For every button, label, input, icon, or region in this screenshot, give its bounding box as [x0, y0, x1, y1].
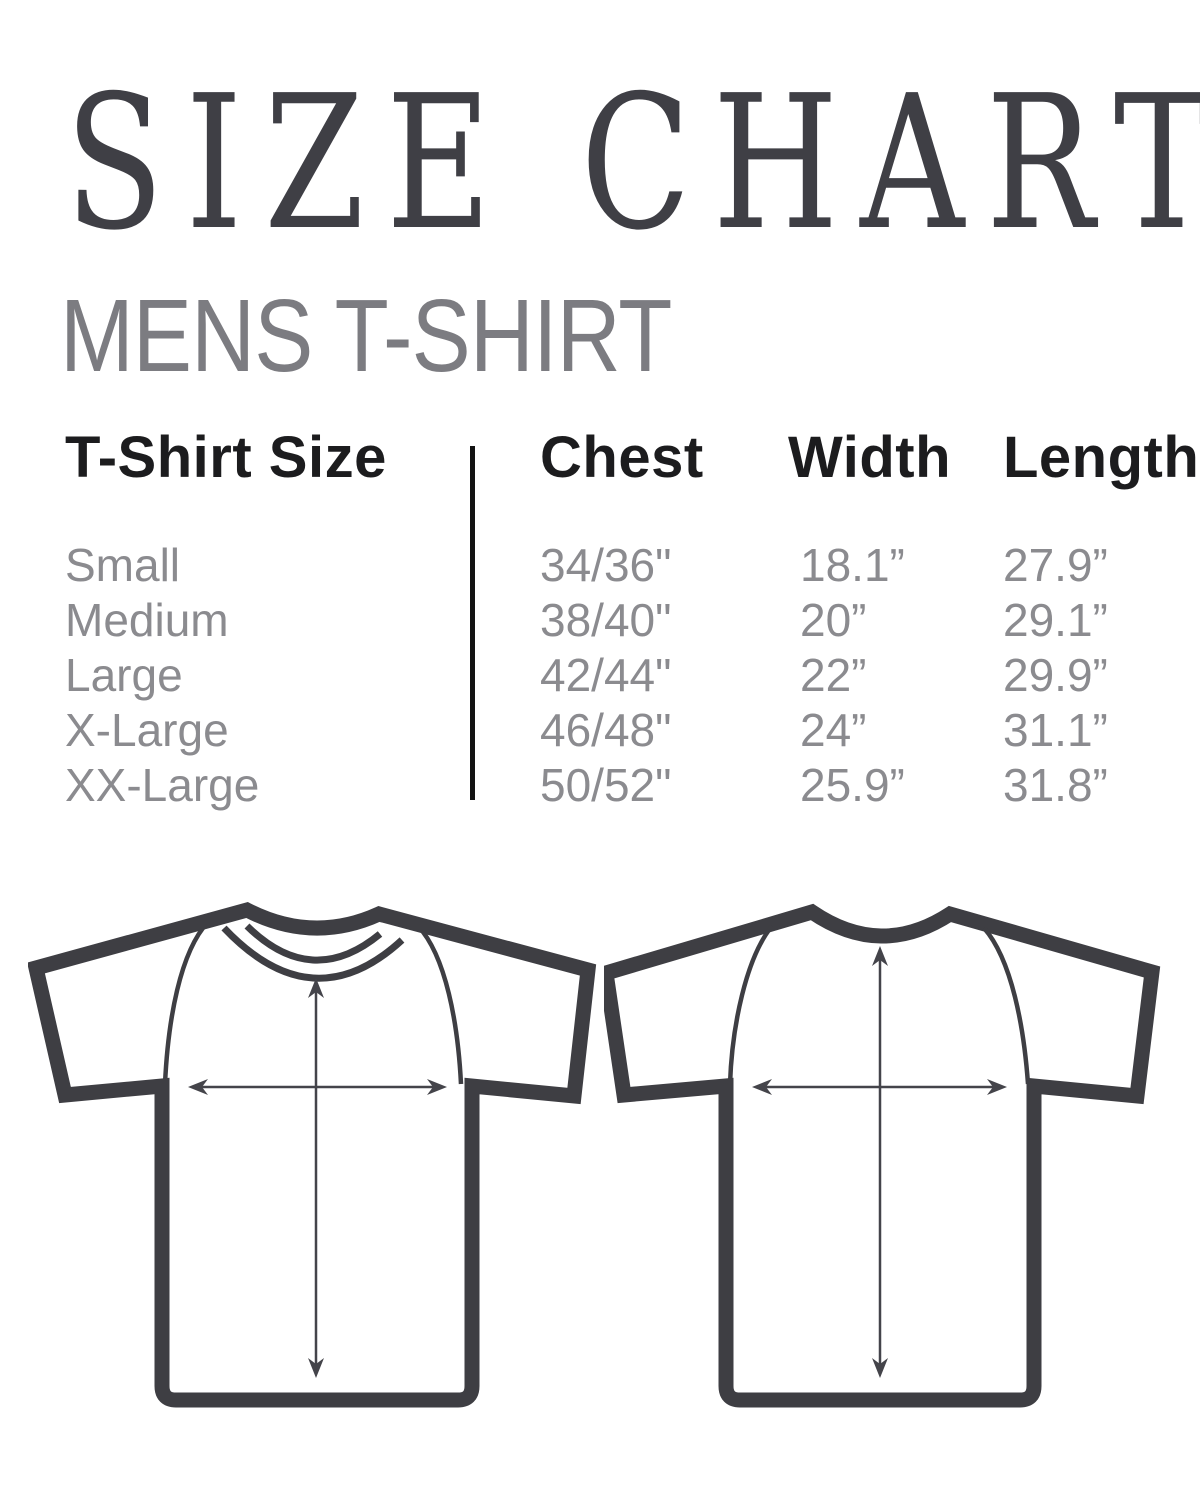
front-left-armhole-seam: [162, 920, 210, 1085]
length-value: 31.8”: [1003, 759, 1108, 811]
width-value: 20”: [800, 594, 867, 646]
width-arrow: [188, 1079, 447, 1095]
column-header-width: Width: [788, 425, 952, 490]
width-value: 18.1”: [800, 539, 905, 591]
table-row: Large 42/44" 22” 29.9”: [0, 648, 1200, 703]
size-label: XX-Large: [65, 759, 260, 811]
table-row: Medium 38/40" 20” 29.1”: [0, 593, 1200, 648]
chest-value: 38/40": [540, 594, 672, 646]
width-value: 24”: [800, 704, 867, 756]
front-collar-outer-arc: [221, 925, 405, 982]
front-outline: [28, 901, 597, 1408]
size-label: X-Large: [65, 704, 229, 756]
length-arrow: [308, 978, 324, 1378]
width-arrow: [752, 1079, 1007, 1095]
table-row: Small 34/36" 18.1” 27.9”: [0, 538, 1200, 593]
size-label: Small: [65, 539, 181, 591]
length-value: 31.1”: [1003, 704, 1108, 756]
width-value: 22”: [800, 649, 867, 701]
tshirt-back-diagram-icon: [604, 903, 1161, 1408]
chest-value: 50/52": [540, 759, 672, 811]
table-row: X-Large 46/48" 24” 31.1”: [0, 703, 1200, 758]
width-value: 25.9”: [800, 759, 905, 811]
back-left-armhole-seam: [727, 924, 774, 1085]
table-row: XX-Large 50/52" 25.9” 31.8”: [0, 758, 1200, 813]
column-header-length: Length: [1003, 425, 1200, 490]
size-label: Large: [65, 649, 183, 701]
page-subtitle: MENS T-SHIRT: [60, 278, 672, 393]
chest-value: 46/48": [540, 704, 672, 756]
column-header-size: T-Shirt Size: [65, 425, 387, 490]
table-vertical-divider: [470, 446, 475, 800]
length-value: 29.1”: [1003, 594, 1108, 646]
front-right-armhole-seam: [416, 924, 464, 1085]
size-label: Medium: [65, 594, 229, 646]
length-arrow: [872, 946, 888, 1378]
length-value: 27.9”: [1003, 539, 1108, 591]
chest-value: 34/36": [540, 539, 672, 591]
tshirt-front-diagram-icon: [28, 901, 597, 1408]
length-value: 29.9”: [1003, 649, 1108, 701]
chest-value: 42/44": [540, 649, 672, 701]
back-right-armhole-seam: [982, 926, 1031, 1085]
page-title: SIZE CHART: [65, 55, 1200, 271]
front-collar-inner-arc: [244, 923, 383, 964]
column-header-chest: Chest: [540, 425, 704, 490]
